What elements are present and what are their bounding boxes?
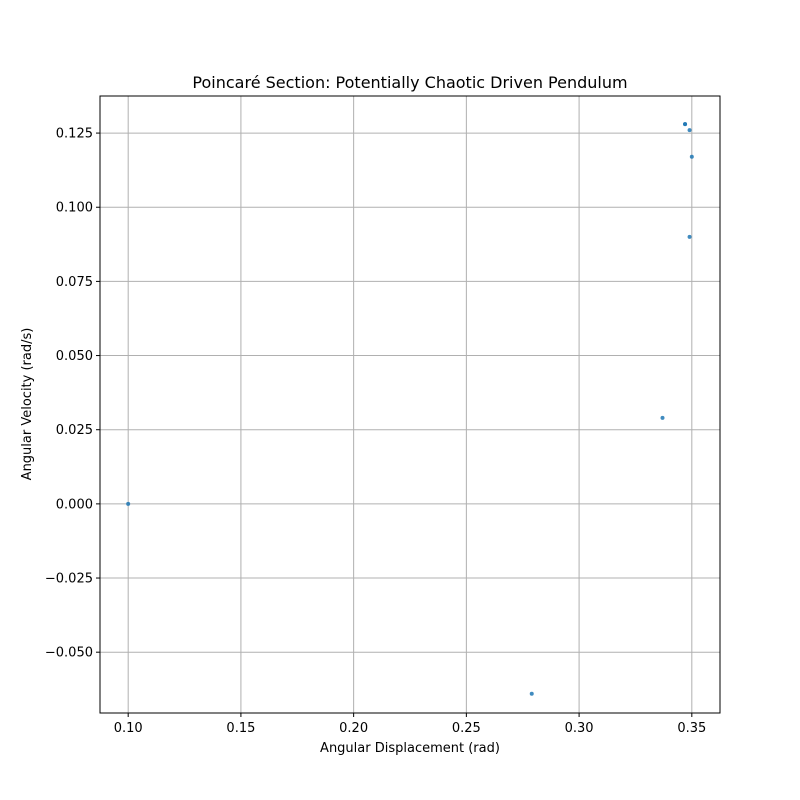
grid-lines [100,96,720,713]
y-tick-label: 0.000 [56,497,93,512]
scatter-point [687,128,692,133]
axis-ticks: 0.10 0.15 0.20 0.25 0.30 0.35 −0.050 −0.025 0.00… [45,127,706,736]
scatter-point [660,415,665,420]
y-tick-label: −0.050 [45,646,93,661]
scatter-point [689,154,694,159]
x-tick-label: 0.10 [114,721,143,736]
chart-title: Poincaré Section: Potentially Chaotic Dr… [192,73,627,92]
x-axis-label: Angular Displacement (rad) [320,741,500,756]
scatter-point [687,234,692,239]
y-tick-label: 0.125 [56,127,93,142]
x-tick-label: 0.30 [565,721,594,736]
x-tick-label: 0.25 [452,721,481,736]
y-axis-label: Angular Velocity (rad/s) [20,328,35,481]
x-tick-label: 0.15 [226,721,255,736]
x-tick-label: 0.35 [677,721,706,736]
y-tick-label: 0.100 [56,201,93,216]
scatter-point [126,501,131,506]
y-tick-label: −0.025 [45,572,93,587]
plot-area-frame [99,95,721,714]
scatter-point [683,122,688,127]
x-tick-label: 0.20 [339,721,368,736]
scatter-point [529,691,534,696]
data-points [126,122,694,696]
y-tick-label: 0.050 [56,349,93,364]
y-tick-label: 0.075 [56,275,93,290]
y-tick-label: 0.025 [56,423,93,438]
